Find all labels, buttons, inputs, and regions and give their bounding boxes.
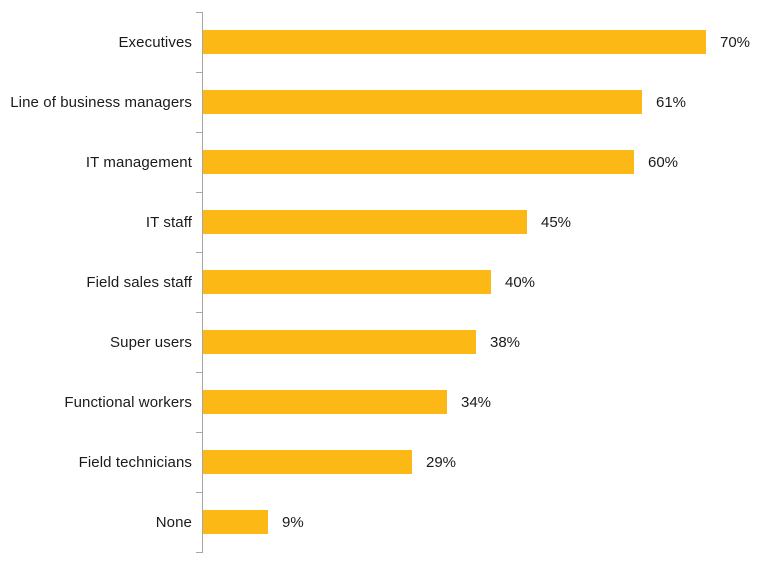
category-label: IT staff	[145, 213, 192, 231]
bar	[203, 510, 268, 534]
bar-row: IT staff 45%	[0, 192, 763, 252]
category-label: Functional workers	[64, 393, 192, 411]
bar-row: Super users 38%	[0, 312, 763, 372]
value-label: 29%	[426, 453, 457, 471]
value-label: 60%	[648, 153, 679, 171]
category-label: Field technicians	[78, 453, 192, 471]
value-label: 61%	[656, 93, 687, 111]
bar	[203, 30, 706, 54]
bar-row: Field technicians 29%	[0, 432, 763, 492]
bar	[203, 150, 634, 174]
bar	[203, 210, 527, 234]
y-axis-tick	[196, 252, 203, 253]
bar-row: Field sales staff 40%	[0, 252, 763, 312]
bar	[203, 90, 642, 114]
value-label: 34%	[461, 393, 492, 411]
value-label: 9%	[282, 513, 304, 531]
bar-row: IT management 60%	[0, 132, 763, 192]
category-label: None	[155, 513, 192, 531]
category-label: Super users	[110, 333, 192, 351]
y-axis-tick	[196, 192, 203, 193]
category-label: Line of business managers	[10, 93, 192, 111]
bar-row: Line of business managers 61%	[0, 72, 763, 132]
category-label: IT management	[85, 153, 192, 171]
y-axis-tick	[196, 432, 203, 433]
bar-row: None 9%	[0, 492, 763, 552]
y-axis-line	[202, 12, 203, 552]
value-label: 38%	[490, 333, 521, 351]
y-axis-tick	[196, 552, 203, 553]
value-label: 40%	[505, 273, 536, 291]
bar-row: Executives 70%	[0, 12, 763, 72]
y-axis-tick	[196, 132, 203, 133]
bar	[203, 330, 476, 354]
category-label: Field sales staff	[86, 273, 192, 291]
bar	[203, 390, 447, 414]
value-label: 45%	[541, 213, 572, 231]
bar	[203, 270, 491, 294]
y-axis-tick	[196, 312, 203, 313]
value-label: 70%	[720, 33, 751, 51]
bar	[203, 450, 412, 474]
category-label: Executives	[118, 33, 192, 51]
bar-row: Functional workers 34%	[0, 372, 763, 432]
y-axis-tick	[196, 12, 203, 13]
y-axis-tick	[196, 72, 203, 73]
y-axis-tick	[196, 492, 203, 493]
y-axis-tick	[196, 372, 203, 373]
